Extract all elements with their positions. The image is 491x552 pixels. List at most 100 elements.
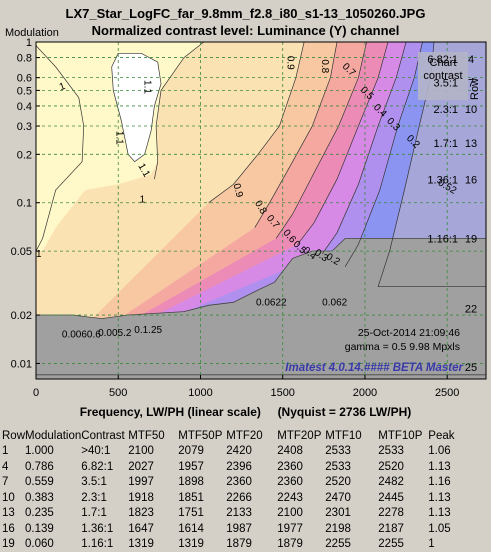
table-cell: 1851 bbox=[178, 491, 204, 504]
table-cell: 1751 bbox=[178, 507, 204, 520]
table-cell: 1.13 bbox=[428, 491, 451, 504]
row-number: 13 bbox=[465, 138, 477, 150]
table-cell: 1.7:1 bbox=[81, 507, 107, 520]
y-tick-label: 1 bbox=[26, 37, 32, 49]
y-tick-label: 0.6 bbox=[17, 73, 32, 85]
table-cell: 1.13 bbox=[428, 460, 451, 473]
table-body: 1 1.000 >40:1 2100 2079 2420 2408 2533 2533 1.06 4… bbox=[2, 444, 458, 552]
row-number: 16 bbox=[465, 175, 477, 187]
table-cell: 2360 bbox=[226, 476, 252, 489]
table-cell: 1879 bbox=[277, 538, 303, 551]
table-cell: 1.000 bbox=[25, 445, 54, 458]
x-tick-label: 2000 bbox=[353, 387, 377, 399]
contour-line bbox=[344, 42, 423, 267]
table-cell: 1 bbox=[428, 538, 435, 551]
contrast-value: 6.82:1 bbox=[427, 54, 458, 66]
table-cell: 2520 bbox=[325, 476, 351, 489]
row-number: 7 bbox=[468, 78, 474, 90]
table-cell: 1879 bbox=[226, 538, 252, 551]
x-axis-title: Frequency, LW/PH (linear scale) bbox=[79, 405, 261, 419]
contrast-value: 1.7:1 bbox=[434, 138, 458, 150]
gamma-info: gamma = 0.5 9.98 Mpxls bbox=[345, 341, 460, 353]
table-cell: 1997 bbox=[128, 476, 154, 489]
table-cell: 0.139 bbox=[25, 522, 54, 535]
contour-label: 0.0060.6 bbox=[62, 329, 101, 340]
table-cell: 0.383 bbox=[25, 491, 54, 504]
table-cell: 1614 bbox=[178, 522, 204, 535]
table-cell: 1.13 bbox=[428, 507, 451, 520]
row-number: 10 bbox=[465, 104, 477, 116]
table-row: 4 0.786 6.82:1 2027 1957 2396 2360 2533 2520 1.13 bbox=[2, 459, 458, 475]
contour-chart: 1 0.8 0.60.5 0.4 0.3 0.2 0.1 0.05 0.02 0.01 0 500 1… bbox=[11, 37, 487, 399]
contour-line bbox=[297, 42, 389, 245]
table-cell: 1977 bbox=[277, 522, 303, 535]
table-cell: 1918 bbox=[128, 491, 154, 504]
table-cell: >40:1 bbox=[81, 445, 111, 458]
contour-label: 0.9 bbox=[230, 182, 244, 199]
y-tick-label: 0.05 bbox=[11, 246, 32, 258]
table-cell: 2255 bbox=[378, 538, 404, 551]
x-tick-label: 1000 bbox=[188, 387, 212, 399]
table-row: 13 0.235 1.7:1 1823 1751 2133 2100 2301 2278 1.13 bbox=[2, 506, 458, 522]
contour-line bbox=[154, 42, 205, 180]
contour-label: 0.9 bbox=[285, 56, 296, 70]
contour-label: 0.005.2 bbox=[98, 328, 132, 339]
table-cell: 1957 bbox=[178, 460, 204, 473]
chart-subtitle: Normalized contrast level: Luminance (Y)… bbox=[91, 23, 400, 38]
date-stamp: 25-Oct-2014 21:09:46 bbox=[358, 327, 460, 339]
table-cell: 1319 bbox=[128, 538, 154, 551]
table-cell: 6.82:1 bbox=[81, 460, 114, 473]
table-cell: 0.559 bbox=[25, 476, 54, 489]
contour-label: 0.062 bbox=[322, 297, 347, 308]
column-header: MTF50P bbox=[178, 429, 223, 442]
row-number: 4 bbox=[468, 54, 474, 66]
y-tick-label: 0.2 bbox=[17, 149, 32, 161]
contrast-value: 3.5:1 bbox=[434, 78, 458, 90]
y-axis-label: Modulation bbox=[5, 27, 59, 39]
table-cell: 7 bbox=[2, 476, 9, 489]
table-cell: 0.786 bbox=[25, 460, 54, 473]
column-header: Peak bbox=[428, 429, 455, 442]
contour-line bbox=[275, 42, 367, 239]
table-cell: 2520 bbox=[378, 460, 404, 473]
table-cell: 2100 bbox=[128, 445, 154, 458]
annotations: 25-Oct-2014 21:09:46 gamma = 0.5 9.98 Mpx… bbox=[285, 327, 463, 374]
table-cell: 10 bbox=[2, 491, 15, 504]
table-cell: 2360 bbox=[277, 476, 303, 489]
table-header: Row Modulation Contrast MTF50 MTF50P MTF20 MTF… bbox=[2, 428, 458, 444]
table-row: 16 0.139 1.36:1 1647 1614 1987 1977 2198 2187 1.0… bbox=[2, 521, 458, 537]
contour-line bbox=[321, 42, 407, 255]
x-tick-label: 2500 bbox=[435, 387, 459, 399]
table-cell: 2533 bbox=[325, 445, 351, 458]
table-row: 19 0.060 1.16:1 1319 1319 1879 1879 2255 2255 1 bbox=[2, 537, 458, 552]
table-row: 7 0.559 3.5:1 1997 1898 2360 2360 2520 2482 1.16 bbox=[2, 475, 458, 491]
nyquist-note: (Nyquist = 2736 LW/PH) bbox=[277, 405, 412, 419]
table-cell: 2187 bbox=[378, 522, 404, 535]
contrast-value: 2.3:1 bbox=[434, 104, 458, 116]
table-row: 1 1.000 >40:1 2100 2079 2420 2408 2533 2533 1.06 bbox=[2, 444, 458, 460]
chart-contrast-title: contrast bbox=[423, 70, 462, 82]
table-cell: 2360 bbox=[277, 460, 303, 473]
table-cell: 2243 bbox=[277, 491, 303, 504]
column-header: MTF10 bbox=[325, 429, 362, 442]
table-cell: 2420 bbox=[226, 445, 252, 458]
chart-contrast-title: Chart bbox=[430, 57, 457, 69]
y-tick-label: 0.02 bbox=[11, 310, 32, 322]
table-cell: 1.05 bbox=[428, 522, 451, 535]
table-cell: 2100 bbox=[277, 507, 303, 520]
x-tick-label: 500 bbox=[109, 387, 127, 399]
x-ticks: 0 500 1000 1500 2000 2500 bbox=[33, 375, 459, 399]
plot-frame bbox=[35, 41, 487, 380]
table-cell: 2533 bbox=[325, 460, 351, 473]
table-cell: 1319 bbox=[178, 538, 204, 551]
contrast-value: 1.16:1 bbox=[427, 233, 458, 245]
x-axis-label: Frequency, LW/PH (linear scale) (Nyquist… bbox=[0, 405, 491, 419]
table-cell: 19 bbox=[2, 538, 15, 551]
band-floor bbox=[36, 238, 486, 376]
contour-line bbox=[208, 42, 305, 203]
column-header: MTF20 bbox=[226, 429, 263, 442]
y-tick-label: 0.1 bbox=[17, 198, 32, 210]
chart-contrast-box bbox=[418, 52, 468, 100]
y-tick-label: 0.3 bbox=[17, 121, 32, 133]
